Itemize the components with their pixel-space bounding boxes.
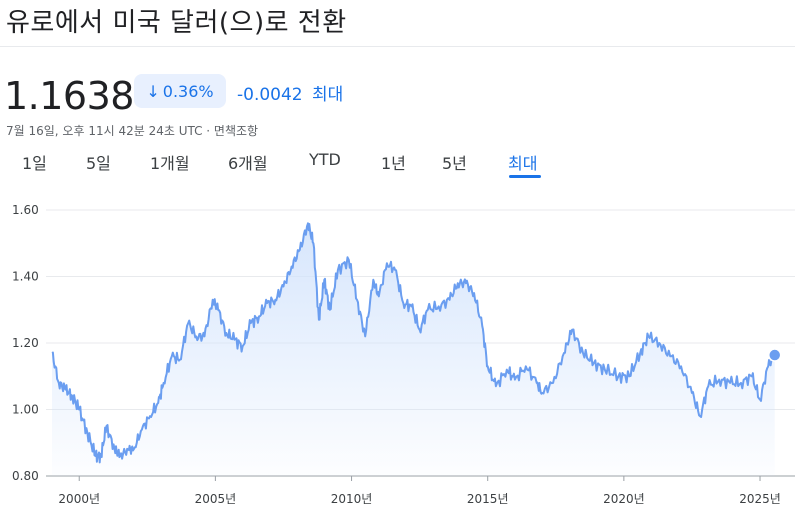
x-tick-label: 2025년 [739,492,781,506]
tab-1y[interactable]: 1년 [381,154,406,173]
tab-ytd[interactable]: YTD [309,150,341,169]
x-tick-label: 2010년 [331,492,373,506]
arrow-down-icon: ↓ [146,81,160,101]
page-title: 유로에서 미국 달러(으)로 전환 [6,8,347,38]
x-tick-label: 2015년 [467,492,509,506]
y-tick-label: 1.60 [12,203,39,217]
y-tick-label: 1.40 [12,270,39,284]
header-divider [0,46,795,47]
x-tick-label: 2005년 [195,492,237,506]
y-tick-label: 1.00 [12,403,39,417]
change-percent-badge: ↓ 0.36% [134,74,226,108]
series-line [51,222,776,464]
x-tick-label: 2020년 [603,492,645,506]
range-tabs: 1일 5일 1개월 6개월 YTD 1년 5년 최대 [0,150,600,180]
tab-max[interactable]: 최대 [508,154,538,173]
series-area [52,223,775,476]
timestamp-disclaimer: 7월 16일, 오후 11시 42분 24초 UTC · 면책조항 [6,124,259,138]
tab-6m[interactable]: 6개월 [228,154,268,173]
current-point-marker [767,348,782,362]
tab-5d[interactable]: 5일 [86,154,111,173]
current-price: 1.1638 [4,74,134,118]
y-tick-label: 1.20 [12,336,39,350]
tab-1d[interactable]: 1일 [22,154,47,173]
change-value: -0.0042 [237,85,303,105]
change-percent: 0.36% [162,81,214,101]
change-summary: -0.0042 최대 [237,80,343,105]
x-tick-label: 2000년 [58,492,100,506]
tab-1m[interactable]: 1개월 [150,154,190,173]
tab-5y[interactable]: 5년 [442,154,467,173]
exchange-rate-chart[interactable]: 0.80 1.00 1.20 1.40 1.60 2000년 2005년 2010년 2015년… [0,190,795,515]
change-period: 최대 [312,85,344,105]
active-tab-indicator [509,175,541,178]
y-tick-label: 0.80 [12,469,39,483]
